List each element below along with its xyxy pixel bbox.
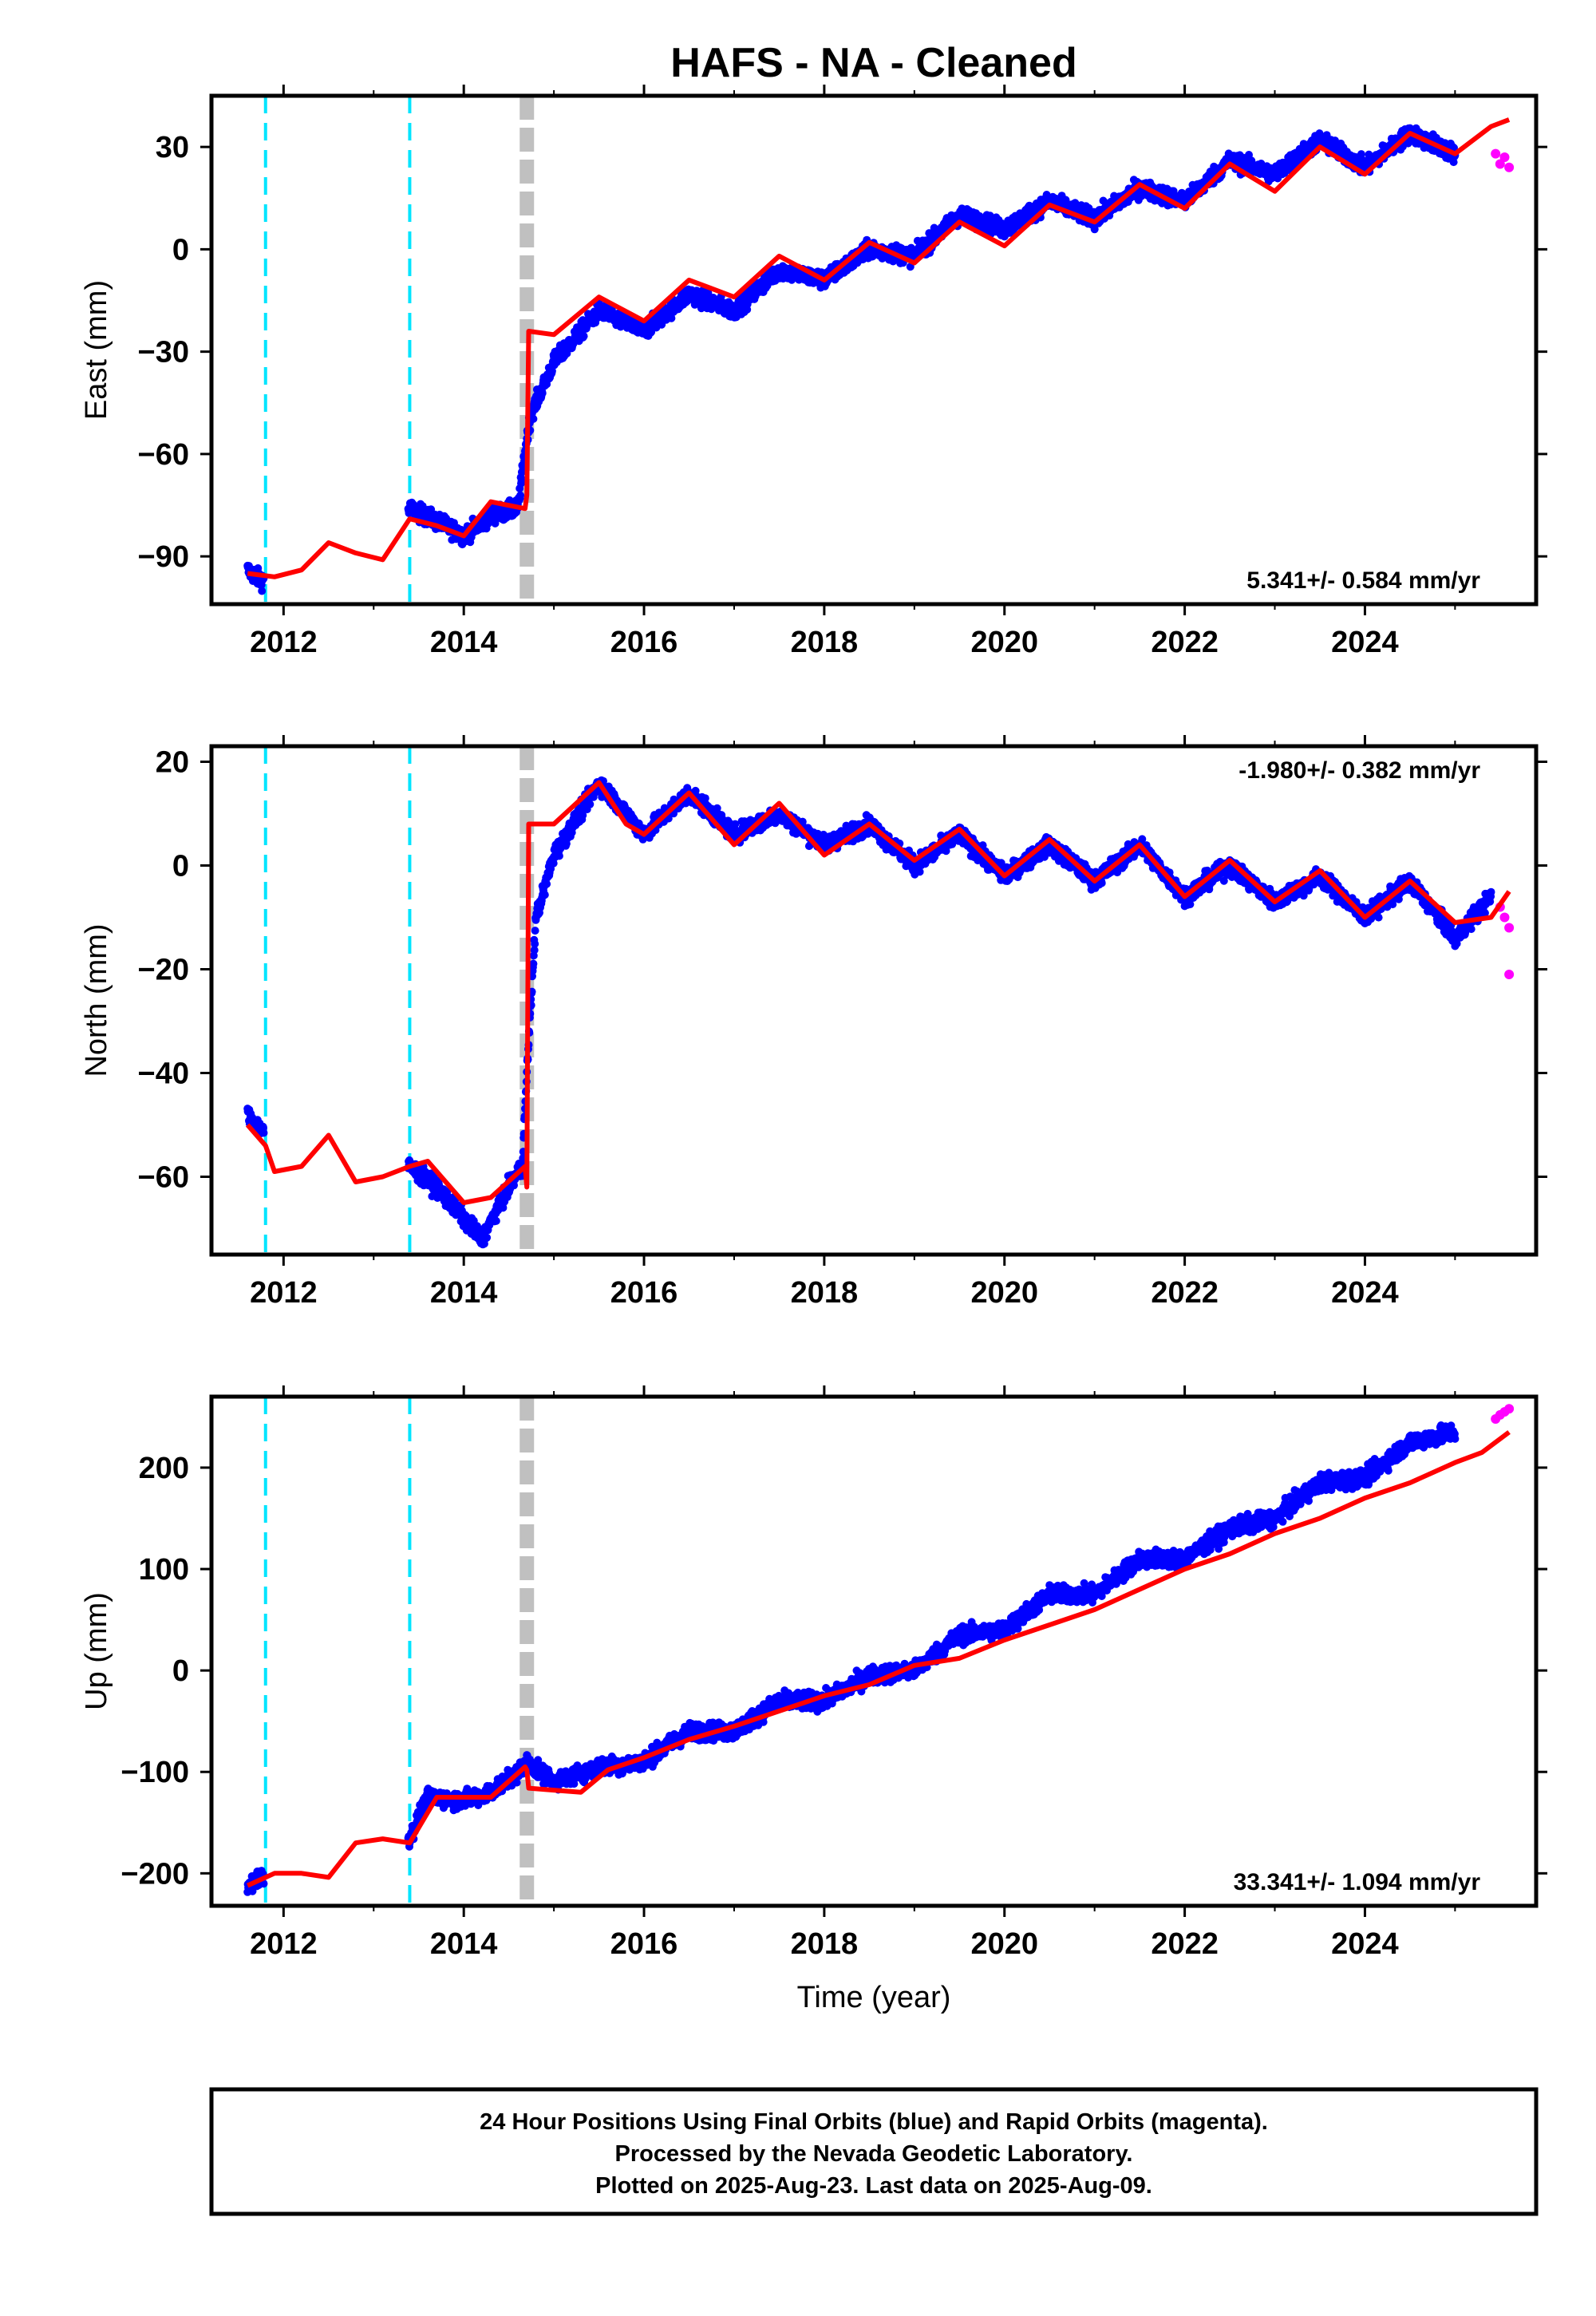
y-tick-label: −30 bbox=[138, 336, 189, 370]
rapid-orbit-point bbox=[1495, 159, 1505, 169]
final-orbit-point bbox=[530, 946, 539, 954]
final-orbit-point bbox=[483, 1233, 492, 1242]
final-orbit-point bbox=[492, 1216, 500, 1225]
x-tick-label: 2012 bbox=[250, 626, 318, 659]
plot-area bbox=[243, 96, 1515, 604]
x-tick-label: 2018 bbox=[791, 626, 859, 659]
final-orbit-point bbox=[540, 891, 549, 899]
x-tick-label: 2020 bbox=[970, 626, 1038, 659]
final-orbit-point bbox=[798, 817, 807, 826]
final-orbit-point bbox=[942, 847, 950, 856]
model-fit-line bbox=[247, 117, 1511, 579]
final-orbit-point bbox=[259, 1128, 268, 1137]
final-orbit-point bbox=[531, 939, 539, 948]
final-orbit-point bbox=[915, 868, 924, 876]
final-orbit-point bbox=[531, 927, 539, 935]
final-orbit-point bbox=[579, 332, 588, 341]
final-orbit-point bbox=[731, 820, 740, 828]
y-tick-label: 30 bbox=[156, 131, 189, 164]
final-orbit-point bbox=[586, 800, 595, 808]
rapid-orbit-points bbox=[1491, 148, 1515, 172]
velocity-label: 5.341+/- 0.584 mm/yr bbox=[1246, 567, 1480, 594]
x-tick-label: 2016 bbox=[610, 626, 678, 659]
final-orbit-point bbox=[691, 786, 700, 795]
final-orbit-point bbox=[978, 841, 987, 850]
final-orbit-point bbox=[258, 587, 267, 595]
east-panel: 30 0 −30 −60 −90 2012 2014 2016 2018 2020 2022 2024… bbox=[80, 85, 1547, 659]
final-orbit-point bbox=[555, 852, 563, 860]
final-orbit-point bbox=[499, 1203, 508, 1212]
final-orbit-point bbox=[543, 879, 551, 888]
final-orbit-point bbox=[549, 859, 558, 868]
final-orbit-point bbox=[579, 811, 587, 820]
final-orbit-point bbox=[529, 959, 538, 968]
plot-area bbox=[243, 746, 1515, 1255]
rapid-orbit-point bbox=[1499, 152, 1510, 162]
y-axis-label: East (mm) bbox=[80, 280, 113, 420]
final-orbit-point bbox=[538, 389, 547, 397]
x-tick-label: 2014 bbox=[430, 626, 498, 659]
y-tick-label: −60 bbox=[138, 438, 189, 472]
y-tick-label: −90 bbox=[138, 540, 189, 574]
x-tick-label: 2024 bbox=[1331, 626, 1399, 659]
figure-title: HAFS - NA - Cleaned bbox=[670, 40, 1077, 86]
rapid-orbit-point bbox=[1491, 148, 1501, 159]
final-orbit-point bbox=[1090, 225, 1099, 234]
final-orbit-point bbox=[510, 1181, 518, 1190]
rapid-orbit-point bbox=[1504, 162, 1515, 172]
x-tick-label: 2022 bbox=[1151, 626, 1219, 659]
final-orbit-point bbox=[529, 414, 538, 423]
final-orbit-point bbox=[517, 476, 526, 485]
final-orbit-point bbox=[701, 794, 709, 803]
final-orbit-point bbox=[713, 804, 721, 812]
panel-frame bbox=[209, 93, 1539, 607]
final-orbit-points bbox=[243, 776, 1495, 1249]
final-orbit-point bbox=[1357, 150, 1365, 159]
y-tick-label: 0 bbox=[172, 233, 189, 267]
final-orbit-point bbox=[997, 859, 1005, 868]
final-orbit-point bbox=[516, 491, 525, 500]
